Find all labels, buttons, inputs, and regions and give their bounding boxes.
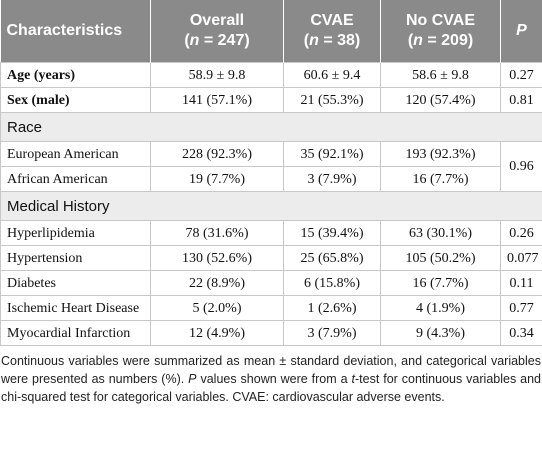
footnote-part: P <box>188 372 197 386</box>
p-value: 0.11 <box>500 270 542 296</box>
row-label: European American <box>0 141 151 167</box>
cell: 25 (65.8%) <box>283 245 381 271</box>
cell: 120 (57.4%) <box>380 87 501 113</box>
p-value: 0.26 <box>500 220 542 246</box>
table-row: Hypertension 130 (52.6%) 25 (65.8%) 105 (50… <box>0 245 542 271</box>
column-count: (n = 247) <box>157 31 277 51</box>
footnote-part: values shown were from a <box>196 372 352 386</box>
cell: 193 (92.3%) <box>380 141 501 167</box>
column-count: (n = 38) <box>290 31 374 51</box>
column-name: CVAE <box>310 12 354 29</box>
cell: 141 (57.1%) <box>150 87 284 113</box>
row-label: Hypertension <box>0 245 151 271</box>
count-part: = 38) <box>318 32 361 49</box>
count-part: ( <box>407 32 414 49</box>
cell: 15 (39.4%) <box>283 220 381 246</box>
column-name: Overall <box>189 12 245 29</box>
cell: 63 (30.1%) <box>380 220 501 246</box>
row-label: Sex (male) <box>0 87 151 113</box>
count-part: ( <box>303 32 310 49</box>
cell: 58.9 ± 9.8 <box>150 62 284 88</box>
table-row: Myocardial Infarction 12 (4.9%) 3 (7.9%) 9 … <box>0 320 542 346</box>
row-label: African American <box>0 166 151 192</box>
header-cell: CVAE (n = 38) <box>283 0 381 63</box>
table: Characteristics Overall (n = 247) CVAE (n = … <box>0 0 542 346</box>
row-label: Diabetes <box>0 270 151 296</box>
count-part: n <box>309 32 319 49</box>
header-cell: No CVAE (n = 209) <box>380 0 501 63</box>
count-part: n <box>189 32 200 49</box>
p-value: 0.81 <box>500 87 542 113</box>
cell: 16 (7.7%) <box>380 166 501 192</box>
footnote-part: Continuous variables were summarized as … <box>1 354 541 386</box>
cell: 9 (4.3%) <box>380 320 501 346</box>
row-label: Myocardial Infarction <box>0 320 151 346</box>
cell: 78 (31.6%) <box>150 220 284 246</box>
table-row: Hyperlipidemia 78 (31.6%) 15 (39.4%) 63 (30… <box>0 220 542 246</box>
cell: 228 (92.3%) <box>150 141 284 167</box>
p-value: 0.077 <box>500 245 542 271</box>
table-row: African American 19 (7.7%) 3 (7.9%) 16 (7.7… <box>0 166 542 192</box>
table-row: Ischemic Heart Disease 5 (2.0%) 1 (2.6%) 4 … <box>0 295 542 321</box>
table-row: European American 228 (92.3%) 35 (92.1%) 19… <box>0 141 542 192</box>
count-part: = 209) <box>422 32 474 49</box>
section-title: Medical History <box>0 191 542 221</box>
p-value: 0.27 <box>500 62 542 88</box>
header-cell: Overall (n = 247) <box>150 0 284 63</box>
section-title: Race <box>0 112 542 142</box>
cell: 19 (7.7%) <box>150 166 284 192</box>
table-row: Sex (male) 141 (57.1%) 21 (55.3%) 120 (57.4… <box>0 87 542 113</box>
cell: 35 (92.1%) <box>283 141 381 167</box>
row-label: Hyperlipidemia <box>0 220 151 246</box>
row-label: Ischemic Heart Disease <box>0 295 151 321</box>
cell: 3 (7.9%) <box>283 166 381 192</box>
header-row: Characteristics Overall (n = 247) CVAE (n = … <box>0 0 542 63</box>
p-value: 0.77 <box>500 295 542 321</box>
section-row: Medical History <box>0 191 542 221</box>
cell: 22 (8.9%) <box>150 270 284 296</box>
count-part: ( <box>184 32 190 49</box>
p-value: 0.96 <box>500 141 542 192</box>
cell: 1 (2.6%) <box>283 295 381 321</box>
cell: 105 (50.2%) <box>380 245 501 271</box>
cell: 12 (4.9%) <box>150 320 284 346</box>
table-row: Age (years) 58.9 ± 9.8 60.6 ± 9.4 58.6 ± 9.… <box>0 62 542 88</box>
footnote-part: -test for continuous variables and chi-s… <box>1 372 541 404</box>
section-row: Race <box>0 112 542 142</box>
cell: 21 (55.3%) <box>283 87 381 113</box>
count-part: = 247) <box>199 32 250 49</box>
cell: 16 (7.7%) <box>380 270 501 296</box>
p-value: 0.34 <box>500 320 542 346</box>
header-cell: P <box>500 0 542 63</box>
footnote: Continuous variables were summarized as … <box>0 352 542 406</box>
cell: 6 (15.8%) <box>283 270 381 296</box>
header-cell: Characteristics <box>0 0 151 63</box>
cell: 5 (2.0%) <box>150 295 284 321</box>
cell: 60.6 ± 9.4 <box>283 62 381 88</box>
count-part: n <box>413 32 423 49</box>
row-label: Age (years) <box>0 62 151 88</box>
column-count: (n = 209) <box>387 31 494 51</box>
table-row: Diabetes 22 (8.9%) 6 (15.8%) 16 (7.7%) 0.11 <box>0 270 542 296</box>
p-label: P <box>516 22 527 39</box>
cell: 130 (52.6%) <box>150 245 284 271</box>
cell: 58.6 ± 9.8 <box>380 62 501 88</box>
cell: 4 (1.9%) <box>380 295 501 321</box>
cell: 3 (7.9%) <box>283 320 381 346</box>
footnote-part: t <box>351 372 355 386</box>
column-name: No CVAE <box>405 12 476 29</box>
